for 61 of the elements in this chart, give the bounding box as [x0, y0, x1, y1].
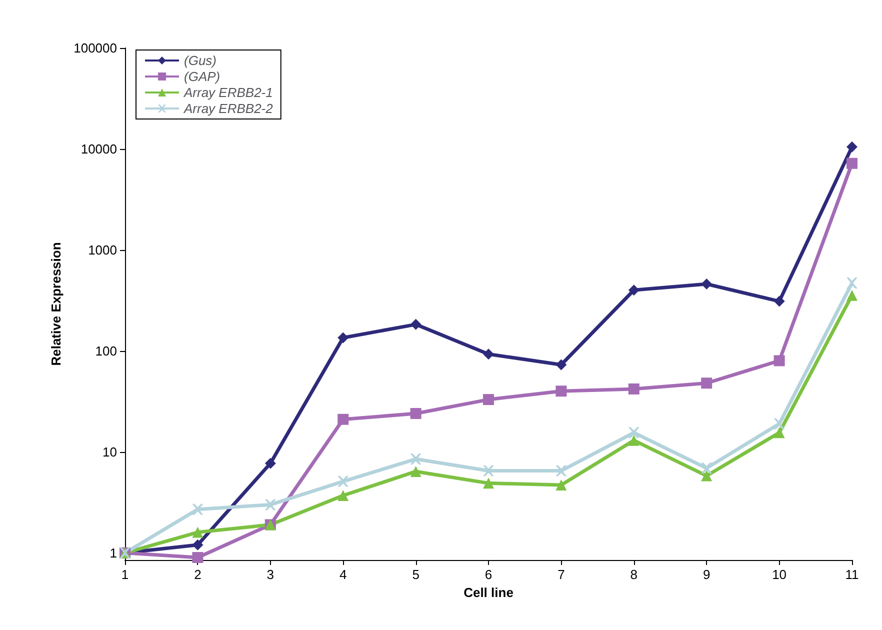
point [774, 418, 785, 430]
x-tick-label: 4 [339, 567, 347, 582]
point [192, 504, 204, 515]
point [846, 158, 858, 169]
point [701, 378, 712, 389]
y-tick-label: 1 [110, 545, 117, 560]
x-axis-title: Cell line [464, 585, 514, 600]
y-axis-title: Relative Expression [48, 242, 64, 366]
x-tick-label: 3 [266, 567, 274, 582]
point [556, 359, 567, 370]
x-tick-label: 5 [412, 567, 420, 582]
point [483, 465, 494, 476]
y-tick-label: 100000 [74, 40, 117, 56]
point [338, 414, 349, 425]
y-tick-label: 10000 [80, 141, 117, 156]
x-tick-label: 2 [194, 567, 202, 582]
point [701, 470, 712, 482]
point [628, 284, 640, 296]
point [556, 386, 567, 397]
point [264, 499, 276, 510]
point [701, 462, 712, 474]
point [192, 539, 204, 550]
point [556, 480, 567, 491]
legend-label: (Gus) [184, 53, 216, 68]
point [338, 332, 349, 344]
point [846, 278, 858, 289]
point [628, 427, 640, 438]
legend-label: Array ERBB2-1 [183, 85, 273, 100]
point [410, 408, 422, 420]
point [192, 526, 204, 538]
y-tick-label: 10 [102, 444, 117, 460]
point [483, 394, 494, 406]
point [556, 465, 567, 476]
point [483, 478, 494, 489]
x-tick-label: 8 [630, 567, 638, 582]
point [410, 318, 422, 330]
point [264, 458, 276, 469]
point [774, 427, 785, 438]
x-tick-label: 9 [702, 567, 710, 582]
point [774, 355, 785, 366]
x-tick-label: 11 [845, 567, 859, 582]
point [701, 278, 712, 290]
point [338, 476, 349, 487]
x-tick-label: 1 [121, 567, 129, 582]
point [410, 466, 422, 477]
point [410, 454, 422, 465]
y-tick-label: 1000 [88, 242, 117, 258]
y-tick-label: 100 [95, 343, 117, 358]
x-tick-label: 6 [484, 567, 492, 582]
point [774, 296, 785, 307]
x-tick-label: 10 [772, 567, 787, 582]
point [338, 490, 349, 501]
point [628, 383, 640, 394]
point [846, 141, 858, 152]
x-tick-label: 7 [558, 567, 565, 582]
point [628, 434, 640, 446]
legend-label: (GAP) [184, 69, 220, 84]
point [483, 348, 494, 360]
point [846, 290, 858, 301]
legend-label: Array ERBB2-2 [183, 101, 274, 116]
point [192, 552, 204, 563]
